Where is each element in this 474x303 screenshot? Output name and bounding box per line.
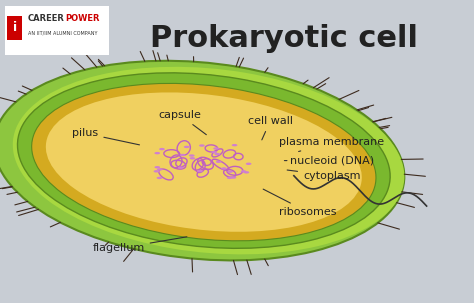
Ellipse shape	[232, 144, 237, 146]
Text: CAREER: CAREER	[27, 14, 64, 23]
Ellipse shape	[246, 163, 252, 165]
Ellipse shape	[178, 166, 183, 169]
Ellipse shape	[180, 154, 185, 156]
Text: POWER: POWER	[65, 14, 100, 23]
Text: pilus: pilus	[72, 128, 139, 145]
Ellipse shape	[244, 171, 249, 174]
Ellipse shape	[18, 73, 390, 248]
Text: cytoplasm: cytoplasm	[287, 170, 361, 181]
Text: AN IIT/IIM ALUMNI COMPANY: AN IIT/IIM ALUMNI COMPANY	[27, 30, 97, 35]
Ellipse shape	[231, 176, 237, 179]
Text: capsule: capsule	[159, 110, 206, 135]
Ellipse shape	[156, 177, 162, 179]
Ellipse shape	[221, 167, 227, 170]
Text: plasma membrane: plasma membrane	[279, 137, 384, 152]
Bar	[7, 16, 22, 40]
Ellipse shape	[13, 67, 404, 254]
FancyBboxPatch shape	[5, 6, 109, 55]
Text: cell wall: cell wall	[248, 116, 292, 140]
Ellipse shape	[0, 61, 404, 260]
Ellipse shape	[228, 170, 233, 173]
Text: i: i	[13, 22, 17, 34]
Ellipse shape	[159, 148, 165, 150]
Ellipse shape	[155, 152, 160, 154]
Text: ribosomes: ribosomes	[263, 189, 337, 217]
Ellipse shape	[199, 144, 205, 147]
Ellipse shape	[46, 92, 362, 232]
Ellipse shape	[197, 170, 203, 172]
Ellipse shape	[155, 166, 160, 168]
Ellipse shape	[211, 151, 217, 153]
Ellipse shape	[241, 170, 246, 173]
Ellipse shape	[189, 154, 195, 157]
Ellipse shape	[214, 153, 220, 155]
Ellipse shape	[216, 161, 221, 163]
Text: Prokaryotic cell: Prokaryotic cell	[150, 24, 419, 53]
Ellipse shape	[157, 168, 163, 171]
Text: flagellum: flagellum	[92, 237, 187, 254]
Ellipse shape	[184, 146, 190, 148]
Ellipse shape	[190, 157, 195, 159]
Ellipse shape	[154, 170, 159, 172]
Ellipse shape	[227, 177, 232, 179]
Ellipse shape	[213, 147, 219, 150]
Ellipse shape	[32, 83, 376, 241]
Text: nucleoid (DNA): nucleoid (DNA)	[284, 155, 374, 166]
